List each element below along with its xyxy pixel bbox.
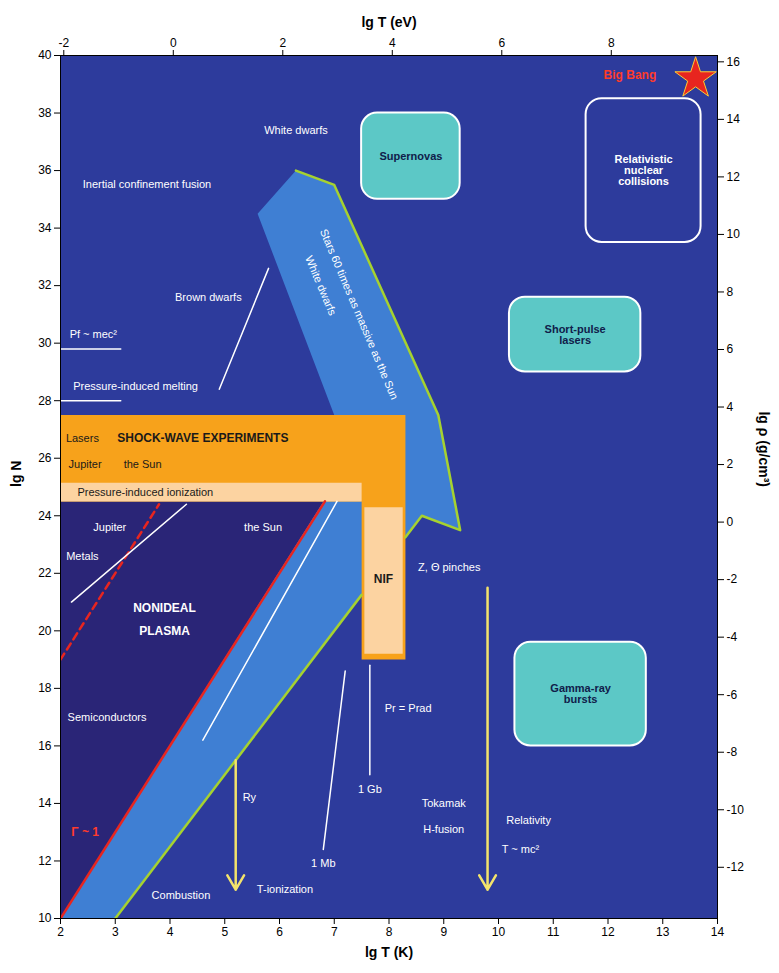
svg-text:0: 0 <box>727 515 734 529</box>
svg-text:-6: -6 <box>727 688 738 702</box>
svg-text:Big Bang: Big Bang <box>604 68 657 82</box>
svg-text:2: 2 <box>57 925 64 939</box>
svg-text:8: 8 <box>727 285 734 299</box>
svg-text:3: 3 <box>112 925 119 939</box>
svg-text:38: 38 <box>38 106 52 120</box>
svg-text:PLASMA: PLASMA <box>139 624 190 638</box>
svg-text:2: 2 <box>279 36 286 50</box>
svg-text:lg ρ (g/cm³): lg ρ (g/cm³) <box>756 411 772 487</box>
svg-text:-10: -10 <box>727 803 745 817</box>
svg-text:30: 30 <box>38 336 52 350</box>
svg-text:36: 36 <box>38 163 52 177</box>
svg-text:1 Gb: 1 Gb <box>358 783 382 795</box>
svg-text:Pf ~ mec²: Pf ~ mec² <box>70 328 118 340</box>
svg-text:lg T (K): lg T (K) <box>365 944 413 960</box>
svg-text:Tokamak: Tokamak <box>422 797 467 809</box>
svg-text:Lasers: Lasers <box>66 432 100 444</box>
svg-text:12: 12 <box>727 170 741 184</box>
svg-text:Short-pulselasers: Short-pulselasers <box>545 323 606 346</box>
svg-text:Γ ~ 1: Γ ~ 1 <box>71 825 99 839</box>
svg-text:Relativisticnuclearcollisions: Relativisticnuclearcollisions <box>615 153 673 187</box>
svg-text:H-fusion: H-fusion <box>423 823 464 835</box>
svg-text:7: 7 <box>331 925 338 939</box>
svg-text:Pr = Prad: Pr = Prad <box>385 702 432 714</box>
svg-text:-2: -2 <box>727 572 738 586</box>
svg-text:26: 26 <box>38 451 52 465</box>
svg-text:Pressure-induced melting: Pressure-induced melting <box>73 380 198 392</box>
svg-text:4: 4 <box>727 400 734 414</box>
svg-text:16: 16 <box>727 55 741 69</box>
svg-text:16: 16 <box>38 739 52 753</box>
svg-text:Brown dwarfs: Brown dwarfs <box>175 291 242 303</box>
svg-text:Metals: Metals <box>66 550 99 562</box>
svg-text:lg N: lg N <box>8 461 24 487</box>
svg-text:24: 24 <box>38 509 52 523</box>
svg-text:20: 20 <box>38 624 52 638</box>
svg-text:-4: -4 <box>727 630 738 644</box>
svg-text:NIF: NIF <box>374 572 393 586</box>
svg-text:Jupiter: Jupiter <box>93 521 126 533</box>
svg-text:4: 4 <box>389 36 396 50</box>
svg-text:Semiconductors: Semiconductors <box>68 711 147 723</box>
svg-text:10: 10 <box>727 227 741 241</box>
svg-text:22: 22 <box>38 566 52 580</box>
svg-text:14: 14 <box>38 796 52 810</box>
svg-text:11: 11 <box>547 925 560 939</box>
svg-text:40: 40 <box>38 48 52 62</box>
svg-text:6: 6 <box>498 36 505 50</box>
svg-text:NONIDEAL: NONIDEAL <box>133 601 196 615</box>
svg-text:-12: -12 <box>727 860 745 874</box>
svg-text:Relativity: Relativity <box>506 814 551 826</box>
svg-text:13: 13 <box>656 925 670 939</box>
svg-text:5: 5 <box>221 925 228 939</box>
svg-text:Z, Θ pinches: Z, Θ pinches <box>418 561 481 573</box>
svg-text:SHOCK-WAVE EXPERIMENTS: SHOCK-WAVE EXPERIMENTS <box>117 431 288 445</box>
svg-text:the Sun: the Sun <box>124 458 162 470</box>
svg-text:Jupiter: Jupiter <box>69 458 102 470</box>
svg-text:Combustion: Combustion <box>152 889 211 901</box>
svg-text:6: 6 <box>727 342 734 356</box>
svg-text:1 Mb: 1 Mb <box>311 857 335 869</box>
svg-text:Stars 60 times as massive as t: Stars 60 times as massive as the Sun <box>318 227 401 401</box>
svg-text:the Sun: the Sun <box>244 521 282 533</box>
svg-text:Inertial confinement fusion: Inertial confinement fusion <box>83 178 211 190</box>
svg-text:Ry: Ry <box>243 791 257 803</box>
svg-text:32: 32 <box>38 278 52 292</box>
svg-text:Gamma-raybursts: Gamma-raybursts <box>550 682 611 705</box>
svg-text:9: 9 <box>440 925 447 939</box>
svg-text:8: 8 <box>386 925 393 939</box>
svg-text:0: 0 <box>170 36 177 50</box>
svg-text:18: 18 <box>38 681 52 695</box>
svg-text:10: 10 <box>38 911 52 925</box>
svg-text:T-ionization: T-ionization <box>257 883 313 895</box>
svg-text:14: 14 <box>711 925 725 939</box>
svg-text:6: 6 <box>276 925 283 939</box>
svg-text:T ~ mc²: T ~ mc² <box>502 843 540 855</box>
svg-text:White dwarfs: White dwarfs <box>264 124 328 136</box>
svg-text:28: 28 <box>38 394 52 408</box>
svg-text:-8: -8 <box>727 745 738 759</box>
svg-text:2: 2 <box>727 457 734 471</box>
svg-text:14: 14 <box>727 112 741 126</box>
svg-text:4: 4 <box>167 925 174 939</box>
svg-text:Pressure-induced ionization: Pressure-induced ionization <box>77 486 213 498</box>
svg-text:Supernovas: Supernovas <box>379 150 442 162</box>
svg-text:12: 12 <box>601 925 615 939</box>
svg-text:8: 8 <box>608 36 615 50</box>
svg-text:12: 12 <box>38 854 52 868</box>
svg-text:34: 34 <box>38 221 52 235</box>
svg-text:10: 10 <box>492 925 506 939</box>
svg-text:lg T (eV): lg T (eV) <box>361 14 416 30</box>
svg-text:White dwarfs: White dwarfs <box>303 253 339 318</box>
svg-text:-2: -2 <box>58 36 69 50</box>
